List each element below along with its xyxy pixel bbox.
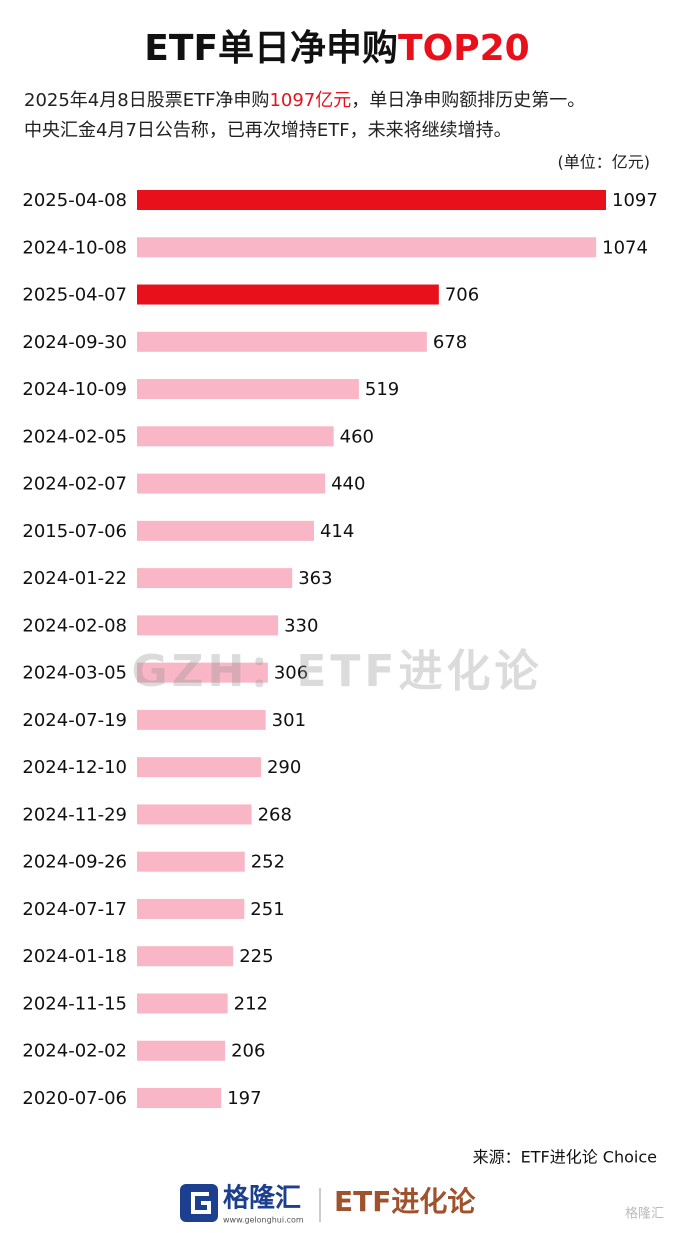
category-label: 2024-02-08 [22,615,127,636]
bar [137,520,314,541]
category-label: 2024-10-08 [22,237,127,258]
value-label: 1074 [602,237,648,258]
value-label: 268 [258,804,292,825]
footer-account: ETF进化论 [334,1185,476,1218]
category-label: 2025-04-07 [22,285,127,306]
bar [137,757,261,778]
value-label: 363 [298,568,332,589]
category-label: 2024-11-29 [22,804,127,825]
value-label: 252 [251,852,285,873]
footer-brand: 格隆汇 [223,1183,301,1214]
bar [137,898,245,919]
title-highlight: TOP20 [398,28,530,69]
logo-glyph [191,1192,211,1214]
subtitle-text: 2025年4月8日股票ETF净申购 [24,90,269,111]
bar [137,1040,226,1061]
logo-icon [180,1184,218,1222]
bar [137,331,427,352]
corner-mark: 格隆汇 [625,1206,664,1222]
category-label: 2024-10-09 [22,379,127,400]
category-label: 2020-07-06 [22,1088,127,1109]
category-label: 2024-02-05 [22,426,127,447]
category-label: 2024-11-15 [22,993,127,1014]
value-label: 197 [227,1088,261,1109]
value-label: 212 [234,993,268,1014]
bar [137,473,326,494]
value-label: 306 [274,663,308,684]
bar [137,426,334,447]
value-label: 251 [250,899,284,920]
category-label: 2024-01-22 [22,568,127,589]
category-label: 2024-12-10 [22,757,127,778]
title-main: ETF单日净申购 [144,28,398,69]
value-label: 290 [267,757,301,778]
bar [137,709,266,730]
subtitle-text: 中央汇金4月7日公告称，已再次增持ETF，未来将继续增持。 [24,120,512,141]
category-label: 2024-07-19 [22,710,127,731]
bar [137,284,439,305]
value-label: 301 [272,710,306,731]
chart-title: ETF单日净申购TOP20 [144,28,529,69]
bar [137,1088,222,1108]
value-label: 330 [284,615,318,636]
footer-logo: 格隆汇 www.gelonghui.com ETF进化论 格隆汇 [180,1183,664,1225]
subtitle-highlight: 1097亿元 [269,90,351,111]
bar [137,946,234,967]
category-label: 2015-07-06 [22,521,127,542]
category-label: 2024-02-02 [22,1041,127,1062]
watermark: GZH：ETF进化论 [132,646,543,697]
value-label: 414 [320,521,354,542]
bar [137,804,252,825]
category-label: 2024-03-05 [22,663,127,684]
value-label: 440 [331,474,365,495]
subtitle-text: ，单日净申购额排历史第一。 [351,90,585,111]
bar [137,993,228,1014]
source: 来源：ETF进化论 Choice [473,1148,657,1167]
value-label: 460 [340,426,374,447]
category-label: 2024-07-17 [22,899,127,920]
bar [137,379,359,400]
value-label: 206 [231,1041,265,1062]
bar [137,662,268,683]
category-label: 2024-01-18 [22,946,127,967]
category-label: 2024-09-26 [22,852,127,873]
value-label: 519 [365,379,399,400]
unit-label: (单位：亿元) [558,153,651,172]
value-label: 1097 [612,190,658,211]
bar [137,851,245,872]
footer-url: www.gelonghui.com [223,1216,304,1225]
bar [137,568,293,589]
value-label: 706 [445,285,479,306]
category-label: 2025-04-08 [22,190,127,211]
value-label: 225 [239,946,273,967]
subtitle-line: 中央汇金4月7日公告称，已再次增持ETF，未来将继续增持。 [24,120,512,141]
bars: 2025-04-08 1097 2024-10-08 1074 2025-04-07 70… [22,190,658,1109]
category-label: 2024-02-07 [22,474,127,495]
category-label: 2024-09-30 [22,332,127,353]
subtitle-line: 2025年4月8日股票ETF净申购1097亿元，单日净申购额排历史第一。 [24,90,585,111]
value-label: 678 [433,332,467,353]
bar [137,190,606,210]
bar [137,615,279,636]
bar [137,237,597,258]
